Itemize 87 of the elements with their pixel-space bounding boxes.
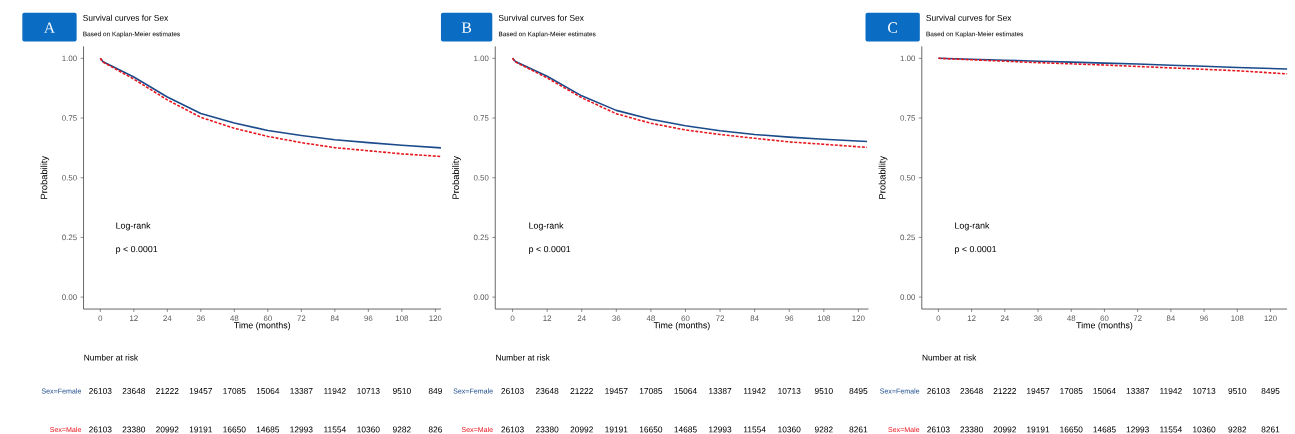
text: A xyxy=(43,22,56,33)
text: 23380 xyxy=(535,426,559,433)
text: 8261 xyxy=(1261,426,1280,433)
text: 12993 xyxy=(1126,426,1149,433)
text: Number at risk xyxy=(496,354,550,361)
chart-title: Survival curves for Sex xyxy=(83,14,169,21)
text: 11554 xyxy=(743,426,766,433)
text: 20992 xyxy=(993,426,1017,433)
text: 26103 xyxy=(501,387,524,394)
annotation: p < 0.0001 xyxy=(529,245,571,254)
text: 10360 xyxy=(778,426,801,433)
text: 11942 xyxy=(1160,387,1182,394)
text: 19457 xyxy=(189,387,213,394)
text: 10360 xyxy=(1193,426,1216,433)
text: 10360 xyxy=(357,426,380,433)
text: 9282 xyxy=(392,426,411,433)
text: 11942 xyxy=(324,387,346,394)
text: 849 xyxy=(428,387,442,394)
text: B xyxy=(461,22,472,33)
annotation: p < 0.0001 xyxy=(116,245,158,254)
text: 9282 xyxy=(814,426,833,433)
text: 11942 xyxy=(743,387,766,394)
text: 14685 xyxy=(256,426,280,433)
text: 19191 xyxy=(189,426,213,433)
x-axis-title: Time (months) xyxy=(1076,321,1133,330)
text: 23380 xyxy=(122,426,146,433)
text: 13387 xyxy=(1126,387,1149,394)
text: 20992 xyxy=(570,426,593,433)
text: 26103 xyxy=(89,426,112,433)
text: 14685 xyxy=(674,426,697,433)
text: 8261 xyxy=(849,426,868,433)
text: Number at risk xyxy=(922,354,977,361)
text: 14685 xyxy=(1093,426,1116,433)
text: 19191 xyxy=(1027,426,1050,433)
text: 15064 xyxy=(256,387,280,394)
text: 21222 xyxy=(570,387,593,394)
text: 10713 xyxy=(1193,387,1216,394)
annotation: Log-rank xyxy=(529,221,564,231)
text: 12993 xyxy=(290,426,313,433)
text: 16650 xyxy=(639,426,663,433)
text: 19457 xyxy=(605,387,628,394)
text: 9282 xyxy=(1228,426,1247,433)
text: 11554 xyxy=(1160,426,1182,433)
text: 11554 xyxy=(324,426,346,433)
text: 16650 xyxy=(223,426,246,433)
text: 23648 xyxy=(122,387,146,394)
y-axis-title: Probability xyxy=(878,155,888,199)
text: C xyxy=(888,22,898,33)
text: 9510 xyxy=(814,387,833,394)
text: 19191 xyxy=(605,426,628,433)
y-axis-title: Probability xyxy=(40,155,50,199)
y-axis-title: Probability xyxy=(452,155,461,199)
chart-title: Survival curves for Sex xyxy=(498,14,584,21)
text: 19457 xyxy=(1027,387,1050,394)
x-axis-title: Time (months) xyxy=(653,321,710,330)
text: 8495 xyxy=(1261,387,1280,394)
text: 20992 xyxy=(156,426,179,433)
text: 15064 xyxy=(674,387,697,394)
text: 9510 xyxy=(1228,387,1247,394)
text: 21222 xyxy=(156,387,179,394)
chart-title: Survival curves for Sex xyxy=(926,14,1012,21)
text: 8495 xyxy=(849,387,868,394)
text: 13387 xyxy=(290,387,313,394)
text: 15064 xyxy=(1093,387,1116,394)
text: 9510 xyxy=(392,387,411,394)
text: 16650 xyxy=(1060,426,1083,433)
text: 10713 xyxy=(778,387,801,394)
text: 17085 xyxy=(223,387,246,394)
text: 21222 xyxy=(993,387,1017,394)
text: 26103 xyxy=(89,387,112,394)
text: 826 xyxy=(428,426,442,433)
text: 13387 xyxy=(709,387,732,394)
text: 23380 xyxy=(960,426,983,433)
text: 23648 xyxy=(960,387,983,394)
text: 17085 xyxy=(639,387,663,394)
text: 26103 xyxy=(927,426,950,433)
text: 26103 xyxy=(927,387,950,394)
text: 23648 xyxy=(535,387,559,394)
x-axis-title: Time (months) xyxy=(234,321,291,330)
annotation: Log-rank xyxy=(955,221,990,231)
annotation: p < 0.0001 xyxy=(955,245,997,254)
text: Number at risk xyxy=(84,354,139,361)
annotation: Log-rank xyxy=(116,221,151,231)
text: 17085 xyxy=(1060,387,1083,394)
text: 12993 xyxy=(709,426,732,433)
text: 26103 xyxy=(501,426,524,433)
text: 10713 xyxy=(357,387,380,394)
